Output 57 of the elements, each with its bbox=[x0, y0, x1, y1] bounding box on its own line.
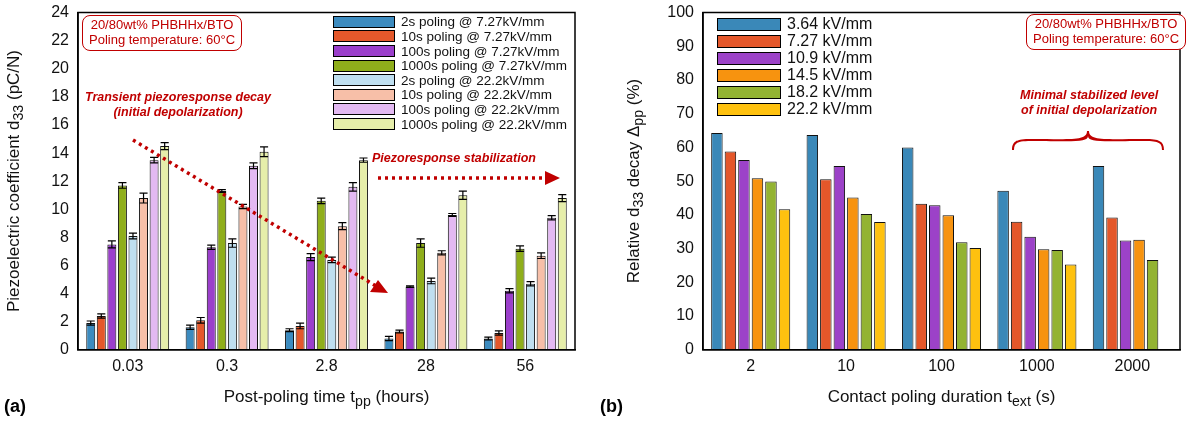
x-tick-label: 2.8 bbox=[315, 356, 338, 374]
text: (a) bbox=[4, 396, 26, 417]
legend-label: 3.64 kV/mm bbox=[787, 15, 873, 34]
annotation: Piezoresponse stabilization bbox=[372, 151, 536, 166]
text: (b) bbox=[600, 396, 623, 417]
x-axis-title: Post-poling time t$_{pp}$ (hours) bbox=[223, 387, 430, 410]
x-tick-label: 1000 bbox=[1019, 356, 1055, 374]
y-tick-label: 40 bbox=[676, 205, 695, 223]
annotation: 20/80wt% PHBHHx/BTO Poling temperature: 60°C bbox=[1026, 14, 1187, 50]
annotation: 20/80wt% PHBHHx/BTO Poling temperature: 60°C bbox=[82, 15, 243, 51]
y-tick-label: 2 bbox=[60, 312, 70, 330]
y-tick-label: 10 bbox=[51, 199, 70, 217]
y-tick-label: 22 bbox=[51, 31, 70, 49]
y-tick-label: 6 bbox=[60, 255, 70, 273]
legend-label: 10s poling @ 7.27kV/mm bbox=[401, 29, 553, 44]
legend-label: 14.5 kV/mm bbox=[787, 66, 873, 85]
y-tick-label: 20 bbox=[676, 272, 695, 290]
y-tick-label: 24 bbox=[51, 3, 70, 21]
y-tick-label: 4 bbox=[60, 284, 70, 302]
x-tick-label: 56 bbox=[516, 356, 535, 374]
legend-label: 7.27 kV/mm bbox=[787, 32, 873, 51]
y-tick-label: 14 bbox=[51, 143, 70, 161]
x-axis-title: Contact poling duration t$_{ext}$ (s) bbox=[827, 387, 1056, 410]
y-tick-label: 30 bbox=[676, 239, 695, 257]
legend-label: 18.2 kV/mm bbox=[787, 83, 873, 102]
legend-label: 2s poling @ 7.27kV/mm bbox=[401, 14, 545, 30]
y-tick-label: 100 bbox=[667, 3, 695, 21]
y-tick-label: 60 bbox=[676, 137, 695, 155]
x-tick-label: 10 bbox=[837, 356, 856, 374]
legend-label: 2s poling @ 22.2kV/mm bbox=[401, 72, 545, 88]
annotation: Minimal stabilized level of initial depolarization bbox=[1020, 88, 1159, 118]
legend-label: 22.2 kV/mm bbox=[787, 100, 873, 119]
x-tick-label: 0.3 bbox=[215, 356, 239, 374]
annotation: Transient piezoresponse decay (initial depolarization) bbox=[85, 90, 271, 120]
legend-label: 1000s poling @ 22.2kV/mm bbox=[401, 116, 568, 132]
y-tick-label: 50 bbox=[676, 171, 695, 189]
legend-label: 10.9 kV/mm bbox=[787, 49, 873, 68]
legend-label: 100s poling @ 7.27kV/mm bbox=[401, 43, 560, 59]
x-tick-label: 2 bbox=[746, 356, 756, 374]
y-tick-label: 90 bbox=[676, 36, 695, 54]
legend-label: 10s poling @ 22.2kV/mm bbox=[401, 87, 553, 103]
x-tick-label: 0.03 bbox=[112, 356, 144, 374]
y-tick-label: 16 bbox=[51, 115, 70, 133]
legend-label: 100s poling @ 22.2kV/mm bbox=[401, 101, 560, 117]
x-tick-label: 2000 bbox=[1114, 356, 1151, 374]
y-tick-label: 18 bbox=[51, 87, 70, 105]
y-tick-label: 8 bbox=[60, 227, 70, 245]
y-tick-label: 0 bbox=[60, 340, 70, 358]
x-tick-label: 28 bbox=[417, 356, 435, 374]
x-tick-label: 100 bbox=[928, 356, 955, 374]
y-tick-label: 80 bbox=[676, 70, 695, 88]
y-tick-label: 0 bbox=[685, 340, 695, 358]
y-tick-label: 20 bbox=[51, 59, 70, 77]
legend-label: 1000s poling @ 7.27kV/mm bbox=[401, 58, 568, 74]
y-tick-label: 12 bbox=[51, 171, 70, 189]
y-tick-label: 10 bbox=[676, 306, 695, 324]
y-tick-label: 70 bbox=[676, 104, 695, 122]
